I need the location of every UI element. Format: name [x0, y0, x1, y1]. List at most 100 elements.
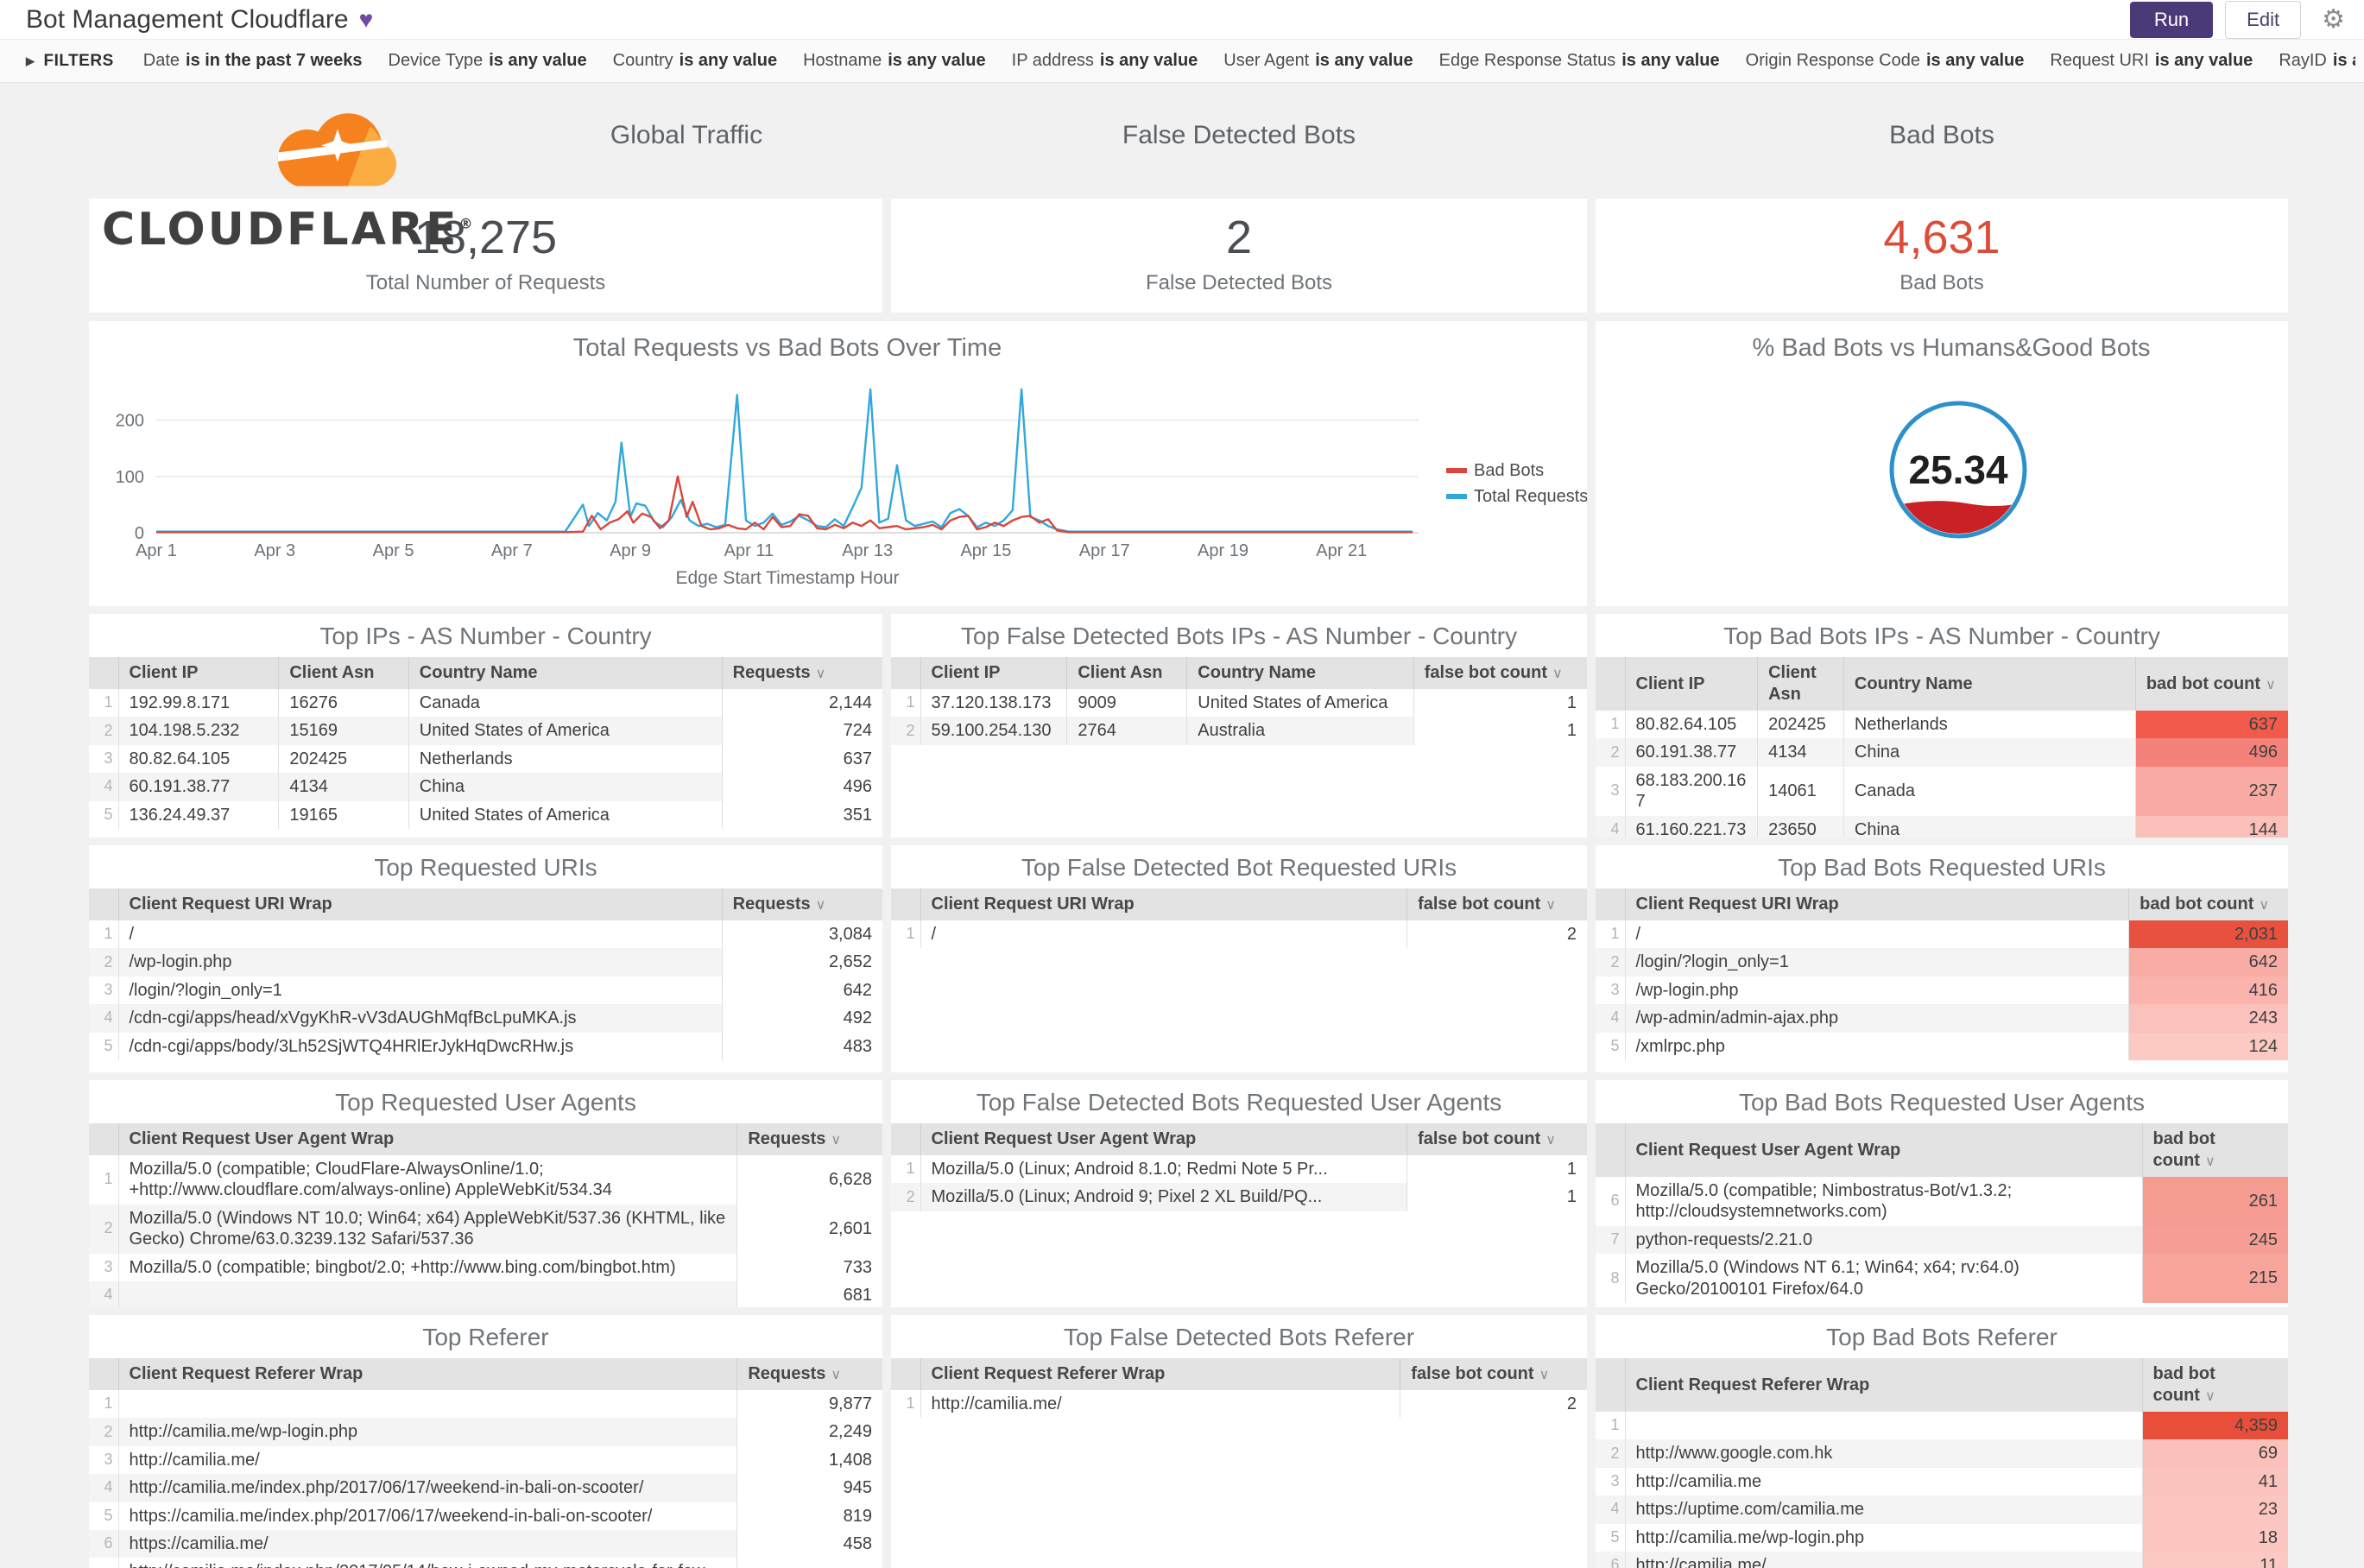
cell[interactable]: China — [1843, 738, 2136, 767]
cell[interactable]: 1,408 — [736, 1445, 882, 1475]
column-header[interactable]: false bot count ∨ — [1406, 888, 1587, 920]
cell[interactable]: 2,652 — [721, 948, 882, 977]
cell[interactable] — [117, 1280, 737, 1307]
cell[interactable]: 15169 — [278, 717, 409, 745]
filter-chip[interactable]: Origin Response Code is any value — [1746, 51, 2025, 71]
filter-chip[interactable]: Country is any value — [613, 51, 777, 71]
column-header[interactable]: Client Request URI Wrap — [920, 888, 1407, 920]
cell[interactable]: 16276 — [278, 689, 409, 718]
cell[interactable]: Canada — [408, 689, 723, 718]
cell[interactable]: 9,877 — [736, 1390, 882, 1419]
cell[interactable]: http://camilia.me — [1624, 1467, 2143, 1496]
column-header[interactable]: Client Request URI Wrap — [1624, 888, 2129, 920]
cell[interactable]: 945 — [736, 1474, 882, 1502]
cell[interactable]: 642 — [721, 976, 882, 1005]
cell[interactable]: 637 — [721, 744, 882, 774]
cell[interactable]: http://camilia.me/index.php/2017/06/17/w… — [117, 1474, 737, 1502]
filter-chip[interactable]: Hostname is any value — [803, 51, 986, 71]
cell[interactable]: 416 — [2128, 976, 2288, 1005]
column-header[interactable]: Client Request Referer Wrap — [117, 1358, 737, 1390]
column-header[interactable]: Client Asn — [1757, 657, 1844, 711]
cell[interactable]: /login/?login_only=1 — [117, 976, 723, 1005]
column-header[interactable]: Country Name — [408, 657, 723, 689]
cell[interactable]: http://camilia.me/wp-login.php — [1624, 1523, 2143, 1552]
cell[interactable]: /xmlrpc.php — [1624, 1032, 2129, 1060]
column-header[interactable]: Client Request User Agent Wrap — [117, 1123, 737, 1155]
cell[interactable]: 642 — [2128, 948, 2288, 977]
cell[interactable]: 1 — [1413, 689, 1587, 718]
cell[interactable]: Mozilla/5.0 (Linux; Android 8.1.0; Redmi… — [920, 1155, 1407, 1184]
cell[interactable]: 637 — [2134, 711, 2288, 739]
cell[interactable]: /wp-login.php — [117, 948, 723, 977]
cell[interactable]: 80.82.64.105 — [117, 744, 279, 774]
cell[interactable]: /wp-login.php — [1624, 976, 2129, 1005]
cell[interactable]: 41 — [2141, 1467, 2288, 1496]
cell[interactable]: 819 — [736, 1502, 882, 1530]
cell[interactable]: United States of America — [1186, 689, 1414, 718]
cell[interactable]: 202425 — [1757, 711, 1844, 739]
cell[interactable]: 215 — [2141, 1254, 2288, 1303]
column-header[interactable]: Requests ∨ — [721, 888, 882, 920]
cell[interactable]: 68.183.200.167 — [1624, 766, 1758, 816]
cell[interactable]: Mozilla/5.0 (compatible; CloudFlare-Alwa… — [117, 1155, 737, 1204]
cell[interactable]: China — [1843, 815, 2136, 838]
settings-gear-icon[interactable]: ⚙ — [2322, 4, 2345, 34]
column-header[interactable]: Requests ∨ — [736, 1123, 882, 1155]
cell[interactable]: 1 — [1406, 1155, 1587, 1184]
filter-chip[interactable]: Date is in the past 7 weeks — [143, 51, 363, 71]
cell[interactable]: 2,144 — [721, 689, 882, 718]
cell[interactable]: 60.191.38.77 — [1624, 738, 1758, 767]
cell[interactable]: 37.120.138.173 — [920, 689, 1067, 718]
filter-chip[interactable]: RayID is any value — [2279, 51, 2355, 71]
legend-item-bad-bots[interactable]: Bad Bots — [1446, 461, 1544, 480]
cell[interactable]: 243 — [2128, 1004, 2288, 1033]
cell[interactable]: 496 — [721, 773, 882, 801]
cell[interactable]: China — [408, 773, 723, 801]
column-header[interactable]: Client Asn — [278, 657, 409, 689]
cell[interactable]: 104.198.5.232 — [117, 717, 279, 745]
cell[interactable]: 2 — [1400, 1390, 1587, 1419]
cell[interactable]: 69 — [2141, 1439, 2288, 1468]
column-header[interactable]: Country Name — [1186, 657, 1414, 689]
cell[interactable]: Mozilla/5.0 (Windows NT 6.1; Win64; x64;… — [1624, 1254, 2143, 1303]
cell[interactable]: 61.160.221.73 — [1624, 815, 1758, 838]
cell[interactable]: python-requests/2.21.0 — [1624, 1225, 2143, 1255]
cell[interactable]: 245 — [2141, 1225, 2288, 1255]
run-button[interactable]: Run — [2129, 1, 2214, 38]
cell[interactable]: Netherlands — [408, 744, 723, 774]
cell[interactable]: 19165 — [278, 800, 409, 829]
cell[interactable]: 351 — [721, 800, 882, 829]
cell[interactable]: /wp-admin/admin-ajax.php — [1624, 1004, 2129, 1033]
cell[interactable]: 6,628 — [736, 1155, 882, 1204]
cell[interactable]: 136.24.49.37 — [117, 800, 279, 829]
cell[interactable]: 18 — [2141, 1523, 2288, 1552]
cell[interactable]: http://camilia.me/ — [1624, 1551, 2143, 1568]
cell[interactable]: 23 — [2141, 1495, 2288, 1524]
cell[interactable]: https://camilia.me/index.php/2017/06/17/… — [117, 1502, 737, 1530]
column-header[interactable]: Client Request URI Wrap — [117, 888, 723, 920]
column-header[interactable]: Country Name — [1843, 657, 2136, 711]
filter-chip[interactable]: Edge Response Status is any value — [1439, 51, 1720, 71]
cell[interactable]: 4134 — [1757, 738, 1844, 767]
column-header[interactable]: bad bot count ∨ — [2141, 1123, 2288, 1177]
column-header[interactable]: Client IP — [1624, 657, 1758, 711]
cell[interactable]: Mozilla/5.0 (Windows NT 10.0; Win64; x64… — [117, 1204, 737, 1254]
filter-chip[interactable]: Request URI is any value — [2050, 51, 2253, 71]
cell[interactable]: 284 — [736, 1558, 882, 1568]
column-header[interactable]: Client Request Referer Wrap — [920, 1358, 1400, 1390]
cell[interactable]: 11 — [2141, 1551, 2288, 1568]
cell[interactable]: 2 — [1406, 920, 1587, 949]
cell[interactable]: 192.99.8.171 — [117, 689, 279, 718]
column-header[interactable]: false bot count ∨ — [1400, 1358, 1587, 1390]
cell[interactable]: Mozilla/5.0 (compatible; bingbot/2.0; +h… — [117, 1253, 737, 1281]
cell[interactable]: United States of America — [408, 717, 723, 745]
cell[interactable]: 483 — [721, 1032, 882, 1060]
column-header[interactable]: false bot count ∨ — [1406, 1123, 1587, 1155]
column-header[interactable]: Client IP — [920, 657, 1067, 689]
cell[interactable]: 2764 — [1066, 717, 1187, 745]
column-header[interactable]: Requests ∨ — [721, 657, 882, 689]
cell[interactable]: Canada — [1843, 766, 2136, 816]
cell[interactable]: United States of America — [408, 800, 723, 829]
cell[interactable]: 60.191.38.77 — [117, 773, 279, 801]
filter-chip[interactable]: IP address is any value — [1012, 51, 1198, 71]
